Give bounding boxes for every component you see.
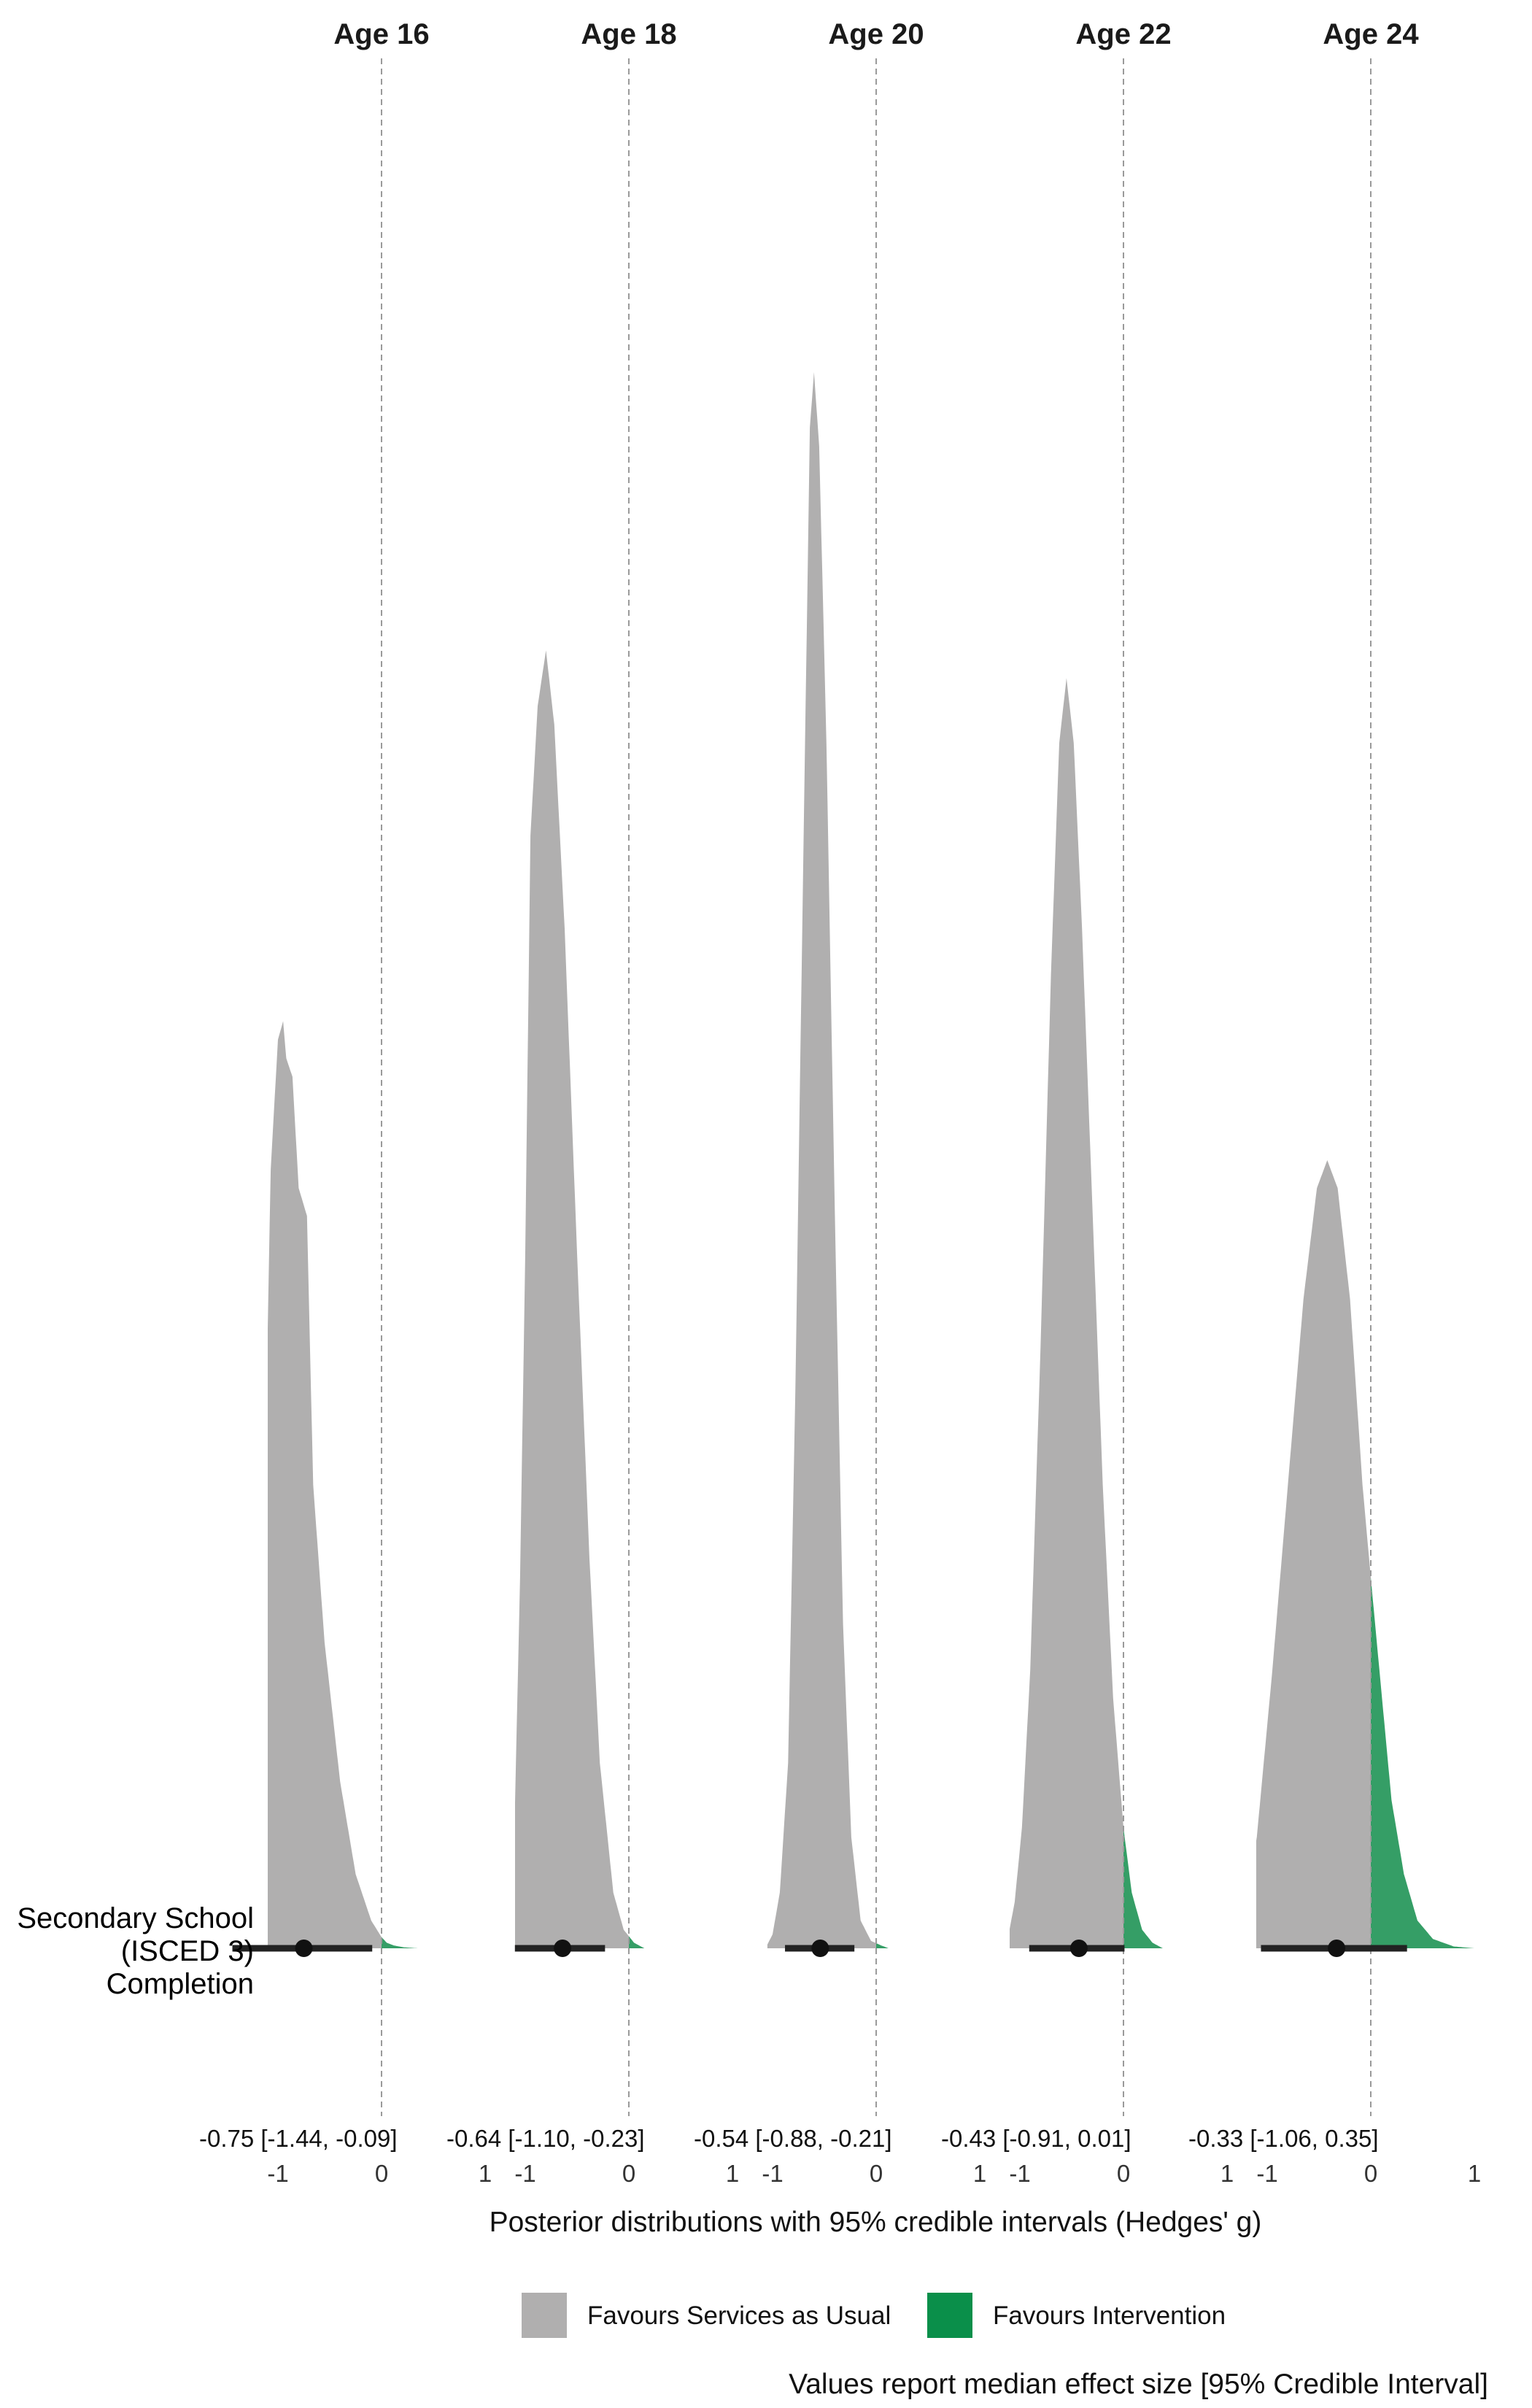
x-tick-label: -1 [1009,2160,1030,2187]
summary-label: -0.33 [-1.06, 0.35] [1188,2125,1379,2152]
median-point [811,1940,829,1957]
row-label: Secondary School (ISCED 3) Completion [17,1902,254,2000]
x-tick-label: 0 [375,2160,388,2187]
facet-panel-3: Age 20 -0.54 [-0.88, -0.21] -1 0 1 [694,18,986,2187]
legend-swatch-services-as-usual [522,2293,567,2338]
row-label-line: Secondary School [17,1902,254,1934]
summary-label: -0.75 [-1.44, -0.09] [199,2125,398,2152]
x-tick-label: 0 [1117,2160,1130,2187]
density-intervention [876,1943,889,1948]
x-tick-label: 1 [726,2160,739,2187]
x-tick-label: 1 [1468,2160,1481,2187]
legend-label-services-as-usual: Favours Services as Usual [587,2301,891,2330]
legend-item-services-as-usual: Favours Services as Usual [522,2293,891,2338]
legend-swatch-intervention [927,2293,972,2338]
x-tick-label: 0 [1364,2160,1377,2187]
median-point [554,1940,572,1957]
x-tick-label: 1 [1220,2160,1234,2187]
legend-item-intervention: Favours Intervention [927,2293,1226,2338]
facet-panel-5: Age 24 -0.33 [-1.06, 0.35] -1 0 1 [1188,18,1481,2187]
x-tick-label: 1 [479,2160,492,2187]
x-tick-label: -1 [514,2160,535,2187]
x-tick-label: 1 [973,2160,986,2187]
density-intervention [629,1936,645,1948]
median-point [295,1940,313,1957]
summary-label: -0.43 [-0.91, 0.01] [941,2125,1131,2152]
density-services-as-usual [767,372,876,1948]
density-services-as-usual [268,1021,382,1948]
density-services-as-usual [1010,678,1123,1948]
legend-label-intervention: Favours Intervention [993,2301,1226,2330]
density-intervention [1123,1827,1163,1948]
summary-label: -0.64 [-1.10, -0.23] [446,2125,645,2152]
facet-title: Age 22 [1075,18,1171,50]
facet-panel-1: Age 16 -0.75 [-1.44, -0.09] -1 0 1 [199,18,492,2187]
x-axis-title: Posterior distributions with 95% credibl… [490,2207,1262,2238]
facet-title: Age 18 [581,18,676,50]
x-tick-label: -1 [1256,2160,1277,2187]
facet-title: Age 16 [333,18,429,50]
density-services-as-usual [1256,1160,1371,1948]
x-tick-label: -1 [267,2160,288,2187]
facet-title: Age 20 [828,18,924,50]
summary-label: -0.54 [-0.88, -0.21] [694,2125,892,2152]
x-tick-label: -1 [762,2160,783,2187]
density-intervention [382,1937,418,1948]
row-label-line: (ISCED 3) [121,1935,254,1967]
legend: Favours Services as Usual Favours Interv… [522,2293,1226,2338]
density-services-as-usual [515,650,629,1948]
median-point [1069,1940,1088,1957]
facet-panel-4: Age 22 -0.43 [-0.91, 0.01] -1 0 1 [941,18,1234,2187]
caption: Values report median effect size [95% Cr… [789,2369,1488,2400]
density-intervention [1371,1577,1474,1948]
facet-panel-2: Age 18 -0.64 [-1.10, -0.23] -1 0 1 [446,18,739,2187]
x-tick-label: 0 [622,2160,635,2187]
row-label-line: Completion [107,1968,254,2000]
facet-title: Age 24 [1323,18,1419,50]
facet-panels: Age 16 -0.75 [-1.44, -0.09] -1 0 1 Age 18 -0.6… [199,18,1481,2187]
x-tick-label: 0 [870,2160,883,2187]
median-point [1328,1940,1346,1957]
